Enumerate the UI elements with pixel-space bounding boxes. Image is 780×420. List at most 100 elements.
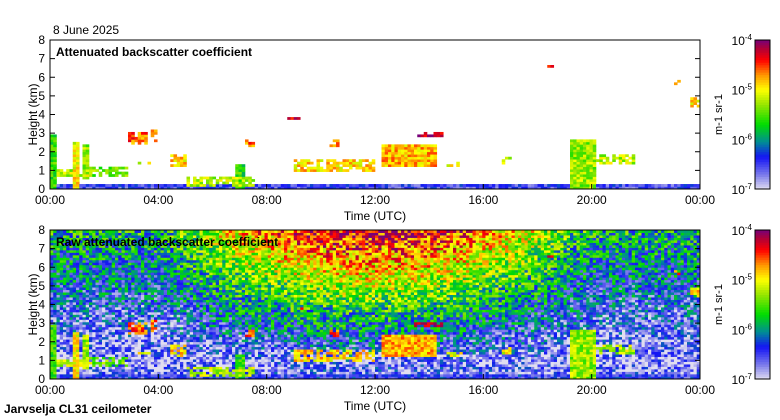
heatmap-cell <box>82 351 87 355</box>
heatmap-cell <box>443 186 447 190</box>
heatmap-cell <box>56 307 61 310</box>
heatmap-cell <box>212 184 217 187</box>
heatmap-cell <box>137 184 142 187</box>
heatmap-cell <box>576 179 581 182</box>
heatmap-cell <box>134 366 139 370</box>
heatmap-cell <box>92 326 96 330</box>
heatmap-cell <box>144 247 148 251</box>
heatmap-cell <box>72 242 77 246</box>
heatmap-cell <box>170 245 174 248</box>
heatmap-cell <box>50 324 54 328</box>
heatmap-cell <box>69 169 74 172</box>
heatmap-cell <box>163 304 168 308</box>
heatmap-cell <box>209 366 213 370</box>
heatmap-cell <box>245 141 249 145</box>
heatmap-cell <box>209 349 213 353</box>
heatmap-cell <box>183 349 187 353</box>
heatmap-cell <box>332 186 337 190</box>
heatmap-cell <box>59 312 64 315</box>
heatmap-cell <box>690 99 694 103</box>
heatmap-cell <box>59 334 64 338</box>
heatmap-cell <box>206 269 210 273</box>
heatmap-cell <box>72 186 77 190</box>
heatmap-cell <box>76 161 80 165</box>
heatmap-cell <box>82 344 87 348</box>
heatmap-cell <box>336 164 340 167</box>
heatmap-cell <box>63 314 67 318</box>
heatmap-cell <box>56 292 61 295</box>
heatmap-cell <box>202 312 207 315</box>
heatmap-cell <box>427 149 431 153</box>
heatmap-cell <box>108 299 113 303</box>
heatmap-cell <box>173 299 178 303</box>
heatmap-cell <box>82 151 87 155</box>
heatmap-cell <box>576 154 581 158</box>
heatmap-cell <box>336 166 340 170</box>
heatmap-cell <box>241 319 246 323</box>
heatmap-cell <box>121 299 126 303</box>
heatmap-cell <box>95 232 100 236</box>
heatmap-cell <box>124 269 129 273</box>
heatmap-cell <box>137 329 142 333</box>
heatmap-cell <box>141 354 145 357</box>
heatmap-cell <box>66 314 70 318</box>
heatmap-cell <box>219 264 223 268</box>
heatmap-cell <box>111 264 116 268</box>
heatmap-cell <box>154 314 158 318</box>
heatmap-cell <box>53 331 57 335</box>
heatmap-cell <box>124 317 129 320</box>
heatmap-cell <box>108 184 113 187</box>
heatmap-cell <box>124 250 129 253</box>
colorbar-swatch <box>755 156 770 160</box>
heatmap-cell <box>193 230 197 233</box>
heatmap-cell <box>173 374 178 377</box>
heatmap-cell <box>222 292 226 295</box>
heatmap-cell <box>170 364 174 367</box>
heatmap-cell <box>160 361 165 365</box>
heatmap-cell <box>170 329 174 333</box>
heatmap-cell <box>98 232 103 236</box>
heatmap-cell <box>128 314 132 318</box>
heatmap-cell <box>163 366 168 370</box>
heatmap-cell <box>293 159 298 163</box>
heatmap-cell <box>72 166 77 170</box>
heatmap-cell <box>170 366 174 370</box>
heatmap-cell <box>167 331 171 335</box>
heatmap-cell <box>53 240 57 243</box>
heatmap-cell <box>173 294 178 298</box>
heatmap-cell <box>154 351 158 355</box>
heatmap-cell <box>196 242 200 246</box>
heatmap-cell <box>193 255 197 258</box>
heatmap-cell <box>85 279 90 283</box>
heatmap-cell <box>157 374 161 377</box>
heatmap-cell <box>121 324 126 328</box>
y-axis-label: Height (km) <box>26 83 40 145</box>
heatmap-cell <box>111 319 116 323</box>
heatmap-cell <box>589 159 594 163</box>
heatmap-cell <box>163 242 168 246</box>
heatmap-cell <box>128 240 132 243</box>
heatmap-cell <box>79 351 83 355</box>
heatmap-cell <box>147 272 152 276</box>
heatmap-cell <box>225 302 230 305</box>
heatmap-cell <box>66 264 70 268</box>
heatmap-cell <box>105 346 109 350</box>
heatmap-cell <box>196 361 200 365</box>
heatmap-cell <box>160 287 165 291</box>
heatmap-cell <box>219 314 223 318</box>
heatmap-cell <box>225 245 230 248</box>
heatmap-cell <box>570 184 574 187</box>
heatmap-cell <box>147 230 152 233</box>
heatmap-cell <box>199 287 204 291</box>
heatmap-cell <box>196 324 200 328</box>
heatmap-cell <box>69 264 74 268</box>
heatmap-cell <box>69 242 74 246</box>
heatmap-cell <box>173 156 178 160</box>
heatmap-cell <box>66 257 70 261</box>
heatmap-cell <box>267 186 272 190</box>
heatmap-cell <box>183 252 187 256</box>
heatmap-cell <box>391 159 395 163</box>
heatmap-cell <box>167 279 171 283</box>
heatmap-cell <box>176 184 181 187</box>
heatmap-cell <box>241 237 246 241</box>
